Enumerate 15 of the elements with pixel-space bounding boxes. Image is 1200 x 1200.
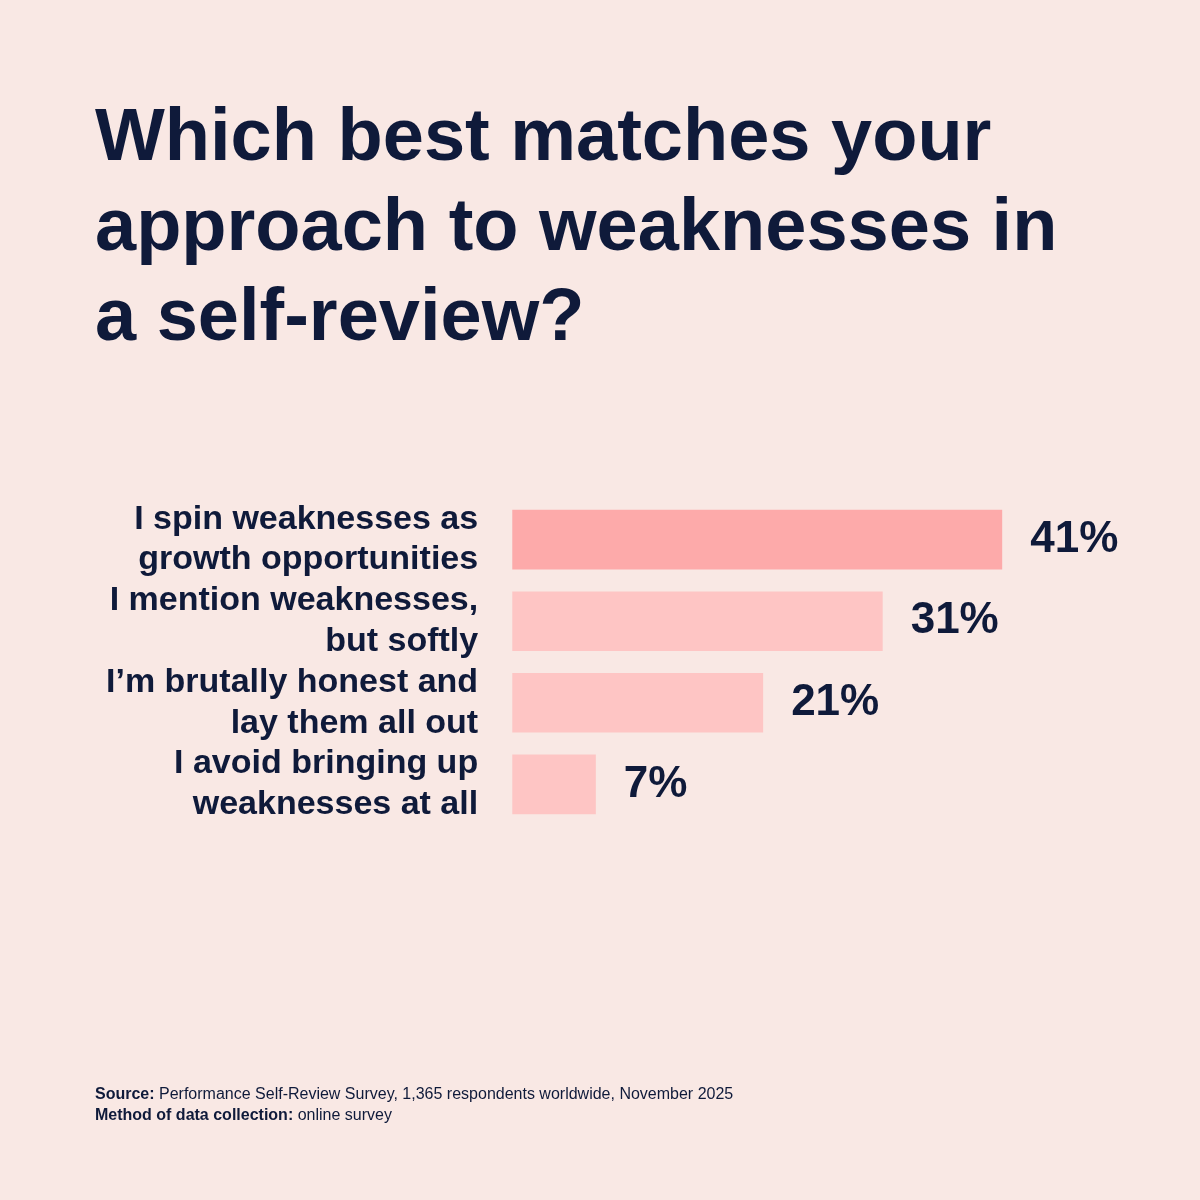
bar [512,591,883,651]
data-label: 7% [623,756,688,806]
data-label: 41% [1030,511,1119,561]
y-tick-label: I’m brutally honest and lay them all out [105,660,479,740]
y-tick-label: I avoid bringing up weaknesses at all [174,742,479,822]
source-note: Source: Performance Self-Review Survey, 1,365 respondents worldwide, November 2025 [95,1085,734,1102]
data-label: 21% [791,674,880,724]
bar [512,509,1003,570]
y-tick-label: I mention weaknesses, but softly [109,579,479,658]
bar [512,754,596,815]
bar [512,673,764,733]
text: Method of data collection: online survey [95,1106,392,1123]
data-label: 31% [910,593,999,643]
y-tick-label: I spin weaknesses as growth opportunities [134,497,479,577]
chart-title: Which best matches your approach to weaknesses in a self-review? [95,92,1059,358]
